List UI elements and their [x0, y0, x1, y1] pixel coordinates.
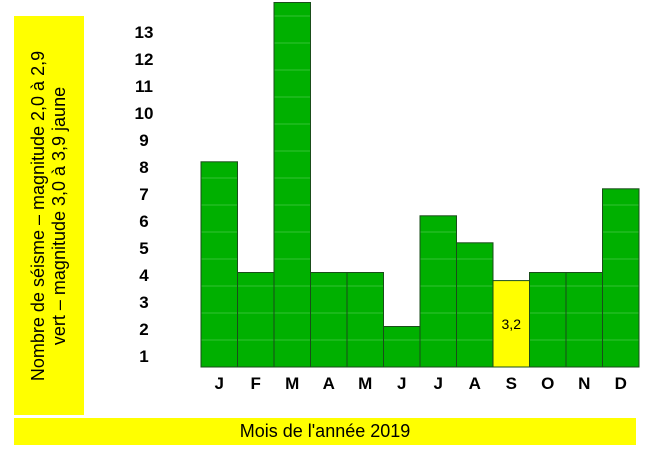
y-tick-8: 8 [139, 158, 148, 177]
bar-7 [419, 215, 457, 368]
y-tick-1: 1 [139, 347, 148, 366]
y-tick-12: 12 [135, 50, 154, 69]
x-axis-label-box: Mois de l'année 2019 [14, 418, 636, 445]
data-label-9: 3,2 [502, 316, 522, 332]
bar-2 [237, 272, 275, 368]
y-tick-5: 5 [139, 239, 148, 258]
bar-8 [456, 242, 494, 368]
bar-4 [310, 272, 348, 368]
x-tick-3: M [285, 374, 299, 393]
x-tick-4: A [323, 374, 335, 393]
y-axis-label-box: Nombre de séisme – magnitude 2,0 à 2,9 v… [14, 16, 84, 415]
x-tick-7: J [434, 374, 443, 393]
y-tick-7: 7 [139, 185, 148, 204]
bar-5 [346, 272, 384, 368]
y-tick-2: 2 [139, 320, 148, 339]
data-labels: 3,2 [502, 316, 522, 332]
bar-1 [200, 161, 238, 368]
bars-group [200, 2, 640, 368]
x-tick-9: S [506, 374, 517, 393]
x-tick-2: F [251, 374, 261, 393]
y-tick-3: 3 [139, 293, 148, 312]
y-tick-11: 11 [135, 77, 153, 96]
bar-3 [273, 2, 311, 368]
x-tick-8: A [469, 374, 481, 393]
bar-6 [383, 326, 421, 368]
y-tick-6: 6 [139, 212, 148, 231]
x-tick-12: D [615, 374, 627, 393]
x-tick-6: J [397, 374, 406, 393]
bar-12 [602, 188, 640, 368]
x-tick-11: N [578, 374, 590, 393]
x-axis-label: Mois de l'année 2019 [239, 421, 411, 441]
x-tick-5: M [358, 374, 372, 393]
bar-9 [492, 280, 530, 368]
y-tick-10: 10 [135, 104, 154, 123]
y-tick-9: 9 [139, 131, 148, 150]
y-tick-13: 13 [135, 23, 154, 42]
x-tick-1: J [215, 374, 224, 393]
bar-10 [529, 272, 567, 368]
y-tick-4: 4 [139, 266, 149, 285]
x-tick-10: O [541, 374, 554, 393]
bar-11 [565, 272, 603, 368]
